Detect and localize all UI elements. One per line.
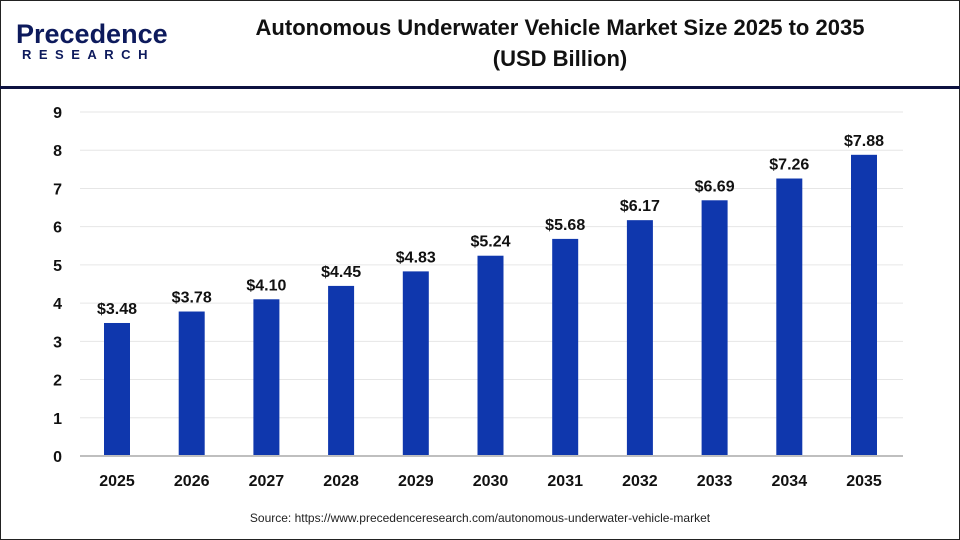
logo-text: Precedence xyxy=(16,19,168,49)
source-text: Source: https://www.precedenceresearch.c… xyxy=(249,511,711,525)
x-tick-label: 2028 xyxy=(323,473,359,490)
y-tick-label: 9 xyxy=(53,105,62,122)
chart-title: Autonomous Underwater Vehicle Market Siz… xyxy=(180,12,940,74)
y-tick-label: 0 xyxy=(53,449,62,466)
y-tick-label: 4 xyxy=(53,296,62,313)
data-label: $4.45 xyxy=(321,264,361,281)
header: Precedence RESEARCH Autonomous Underwate… xyxy=(0,0,960,89)
x-tick-label: 2030 xyxy=(473,473,509,490)
bar-2031 xyxy=(552,238,579,456)
data-label: $7.88 xyxy=(844,133,884,150)
data-label: $3.48 xyxy=(97,301,137,318)
bar-2032 xyxy=(626,220,653,456)
logo-subtext: RESEARCH xyxy=(22,47,155,62)
x-tick-label: 2031 xyxy=(547,473,583,490)
x-tick-label: 2035 xyxy=(846,473,882,490)
data-label: $5.68 xyxy=(545,217,585,234)
data-label: $4.83 xyxy=(396,249,436,266)
x-tick-label: 2029 xyxy=(398,473,434,490)
bar-2035 xyxy=(851,154,877,456)
y-tick-label: 2 xyxy=(53,373,62,390)
y-tick-label: 3 xyxy=(53,334,62,351)
x-tick-label: 2027 xyxy=(249,473,285,490)
bar-2027 xyxy=(253,299,280,456)
data-label: $6.17 xyxy=(620,198,660,215)
data-label: $4.10 xyxy=(246,277,286,294)
bar-2034 xyxy=(776,178,803,457)
title-line-1: Autonomous Underwater Vehicle Market Siz… xyxy=(255,15,865,40)
bar-2033 xyxy=(701,200,728,456)
data-label: $5.24 xyxy=(470,234,510,251)
y-tick-label: 6 xyxy=(53,220,62,237)
y-tick-label: 7 xyxy=(53,181,62,198)
x-tick-label: 2034 xyxy=(772,473,808,490)
bar-2030 xyxy=(477,255,504,456)
x-tick-label: 2025 xyxy=(99,473,135,490)
precedence-research-logo: Precedence RESEARCH xyxy=(16,19,168,70)
data-label: $3.78 xyxy=(172,290,212,307)
y-tick-label: 8 xyxy=(53,143,62,160)
x-tick-label: 2026 xyxy=(174,473,210,490)
bar-2025 xyxy=(104,322,130,456)
data-label: $7.26 xyxy=(769,157,809,174)
y-tick-label: 5 xyxy=(53,258,62,275)
bar-2028 xyxy=(328,285,355,456)
x-tick-label: 2032 xyxy=(622,473,658,490)
y-tick-label: 1 xyxy=(53,411,62,428)
title-line-2: (USD Billion) xyxy=(492,46,628,71)
data-label: $6.69 xyxy=(695,178,735,195)
x-tick-label: 2033 xyxy=(697,473,733,490)
bar-2026 xyxy=(178,311,205,456)
bar-2029 xyxy=(402,271,429,456)
